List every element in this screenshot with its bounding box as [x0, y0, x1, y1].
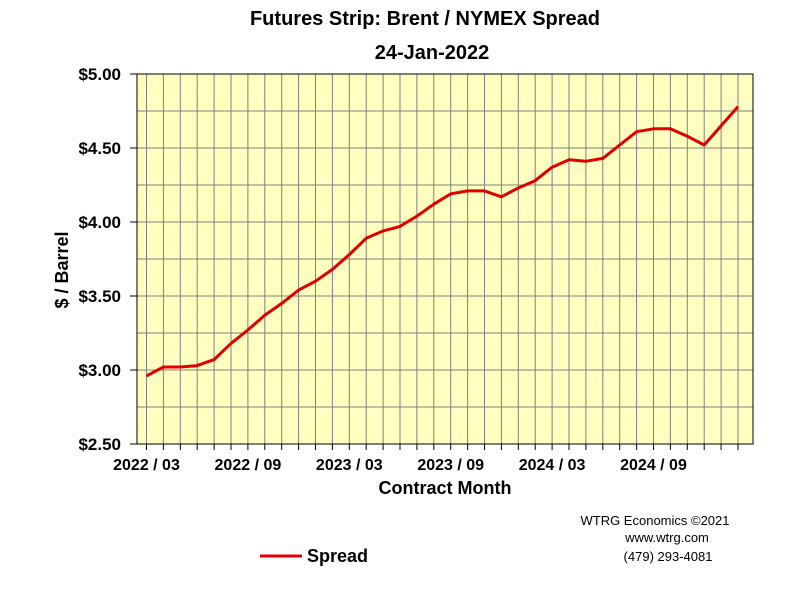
x-axis-ticks: 2022 / 03 2022 / 09 2023 / 03 2023 / 09 2024… — [113, 444, 739, 474]
x-tick-label: 2022 / 03 — [113, 457, 180, 474]
y-tick-label: $4.00 — [78, 213, 121, 232]
series-line-spread — [145, 105, 740, 378]
x-tick-label: 2024 / 03 — [519, 457, 586, 474]
x-tick-label: 2024 / 09 — [620, 457, 687, 474]
y-axis-label: $ / Barrel — [52, 231, 72, 308]
chart-subtitle: 24-Jan-2022 — [375, 42, 490, 64]
credit-website: www.wtrg.com — [624, 530, 709, 545]
y-tick-label: $3.00 — [78, 361, 121, 380]
y-axis-ticks: $2.50 $3.00 $3.50 $4.00 $4.50 $5.00 — [78, 65, 137, 454]
y-tick-label: $4.50 — [78, 139, 121, 158]
y-tick-label: $5.00 — [78, 65, 121, 84]
credit-phone: (479) 293-4081 — [624, 549, 713, 564]
x-tick-label: 2022 / 09 — [215, 457, 282, 474]
y-tick-label: $2.50 — [78, 435, 121, 454]
x-tick-label: 2023 / 03 — [316, 457, 383, 474]
x-axis-label: Contract Month — [379, 478, 512, 498]
credit-company: WTRG Economics ©2021 — [580, 513, 729, 528]
y-tick-label: $3.50 — [78, 287, 121, 306]
x-tick-label: 2023 / 09 — [417, 457, 484, 474]
plot-border — [136, 73, 754, 445]
chart-title: Futures Strip: Brent / NYMEX Spread — [250, 8, 600, 30]
grid — [137, 74, 753, 444]
legend-label-spread: Spread — [307, 546, 368, 566]
series-layer — [145, 105, 740, 378]
